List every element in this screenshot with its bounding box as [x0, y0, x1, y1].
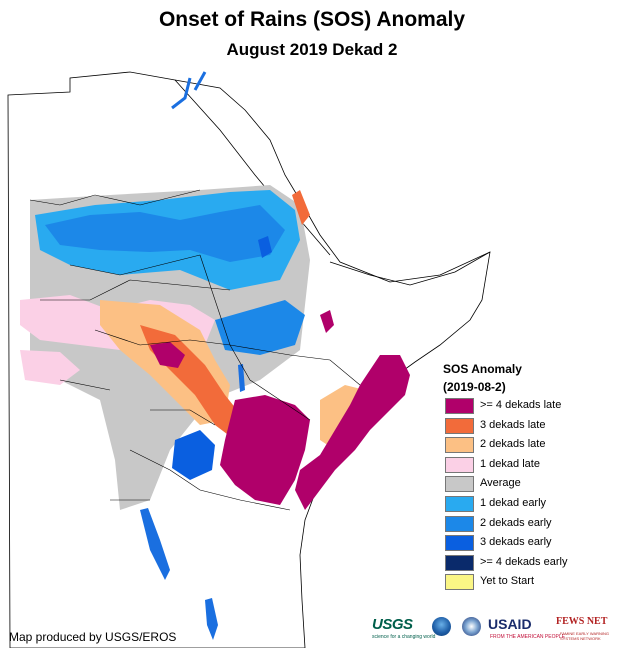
- legend-item: 1 dekad late: [443, 455, 618, 475]
- legend-label: 3 dekads late: [480, 418, 546, 431]
- legend-label: 2 dekads late: [480, 438, 546, 451]
- legend-item: >= 4 dekads late: [443, 396, 618, 416]
- legend-swatch: [445, 417, 474, 434]
- legend-swatch: [445, 398, 474, 414]
- country-borders: [29, 189, 361, 511]
- region-2-dekads-early: [45, 205, 285, 262]
- legend-swatch: [445, 495, 474, 512]
- legend-swatch: [445, 437, 474, 454]
- legend-swatch: [445, 574, 474, 591]
- lake-tanganyika: [140, 508, 170, 580]
- noaa-seal-icon: [432, 617, 451, 636]
- legend-item: Average: [443, 474, 618, 494]
- legend-label: Yet to Start: [480, 575, 535, 588]
- lake-turkana: [238, 364, 245, 392]
- legend-label: 1 dekad late: [480, 457, 540, 470]
- legend-label: 1 dekad early: [480, 496, 547, 509]
- legend-item: Yet to Start: [443, 572, 618, 592]
- region-4-dekads-late-somalia: [295, 355, 410, 510]
- legend-swatch: [445, 476, 474, 493]
- usaid-tagline: FROM THE AMERICAN PEOPLE: [490, 634, 565, 640]
- fewsnet-tagline: FAMINE EARLY WARNING SYSTEMS NETWORK: [560, 631, 610, 641]
- legend-item: 1 dekad early: [443, 494, 618, 514]
- region-4-dekads-late-kenya: [220, 395, 310, 505]
- fewsnet-logo: FEWS NET: [556, 616, 608, 627]
- usgs-tagline: science for a changing world: [372, 634, 436, 640]
- legend-swatch: [445, 535, 474, 552]
- region-3-dekads-early-b: [258, 236, 272, 258]
- legend-title: SOS Anomaly: [443, 362, 522, 376]
- legend-items: >= 4 dekads late 3 dekads late 2 dekads la…: [443, 396, 618, 592]
- usgs-logo: USGS: [372, 616, 413, 633]
- legend-item: 2 dekads early: [443, 514, 618, 534]
- region-1-dekad-late-b: [20, 350, 80, 385]
- nile-river: [171, 71, 207, 110]
- legend-label: >= 4 dekads early: [480, 555, 568, 568]
- map-subtitle: August 2019 Dekad 2: [226, 40, 398, 59]
- legend-swatch: [445, 456, 474, 473]
- legend-label: 2 dekads early: [480, 516, 552, 529]
- legend-swatch: [445, 515, 474, 532]
- nasa-seal-icon: [462, 617, 481, 636]
- map-credit: Map produced by USGS/EROS: [9, 630, 177, 644]
- legend-label: Average: [480, 477, 521, 490]
- legend: SOS Anomaly (2019-08-2) >= 4 dekads late…: [443, 360, 618, 592]
- legend-date: (2019-08-2): [443, 380, 506, 394]
- lake-malawi: [205, 598, 218, 640]
- legend-label: 3 dekads early: [480, 536, 552, 549]
- legend-item: >= 4 dekads early: [443, 553, 618, 573]
- region-3-dekads-early: [172, 430, 215, 480]
- region-4-dekads-late-coast: [320, 310, 334, 333]
- usaid-logo: USAID: [488, 616, 532, 632]
- region-4-dekads-late-ethiopia: [150, 342, 185, 368]
- legend-item: 2 dekads late: [443, 435, 618, 455]
- legend-label: >= 4 dekads late: [480, 399, 562, 411]
- region-2-dekads-early-b: [215, 300, 305, 355]
- legend-item: 3 dekads late: [443, 416, 618, 436]
- region-3-dekads-late-b: [292, 190, 310, 225]
- legend-swatch: [445, 554, 474, 571]
- legend-item: 3 dekads early: [443, 533, 618, 553]
- gulf-of-aden-coast: [329, 251, 491, 286]
- map-title: Onset of Rains (SOS) Anomaly: [158, 8, 466, 31]
